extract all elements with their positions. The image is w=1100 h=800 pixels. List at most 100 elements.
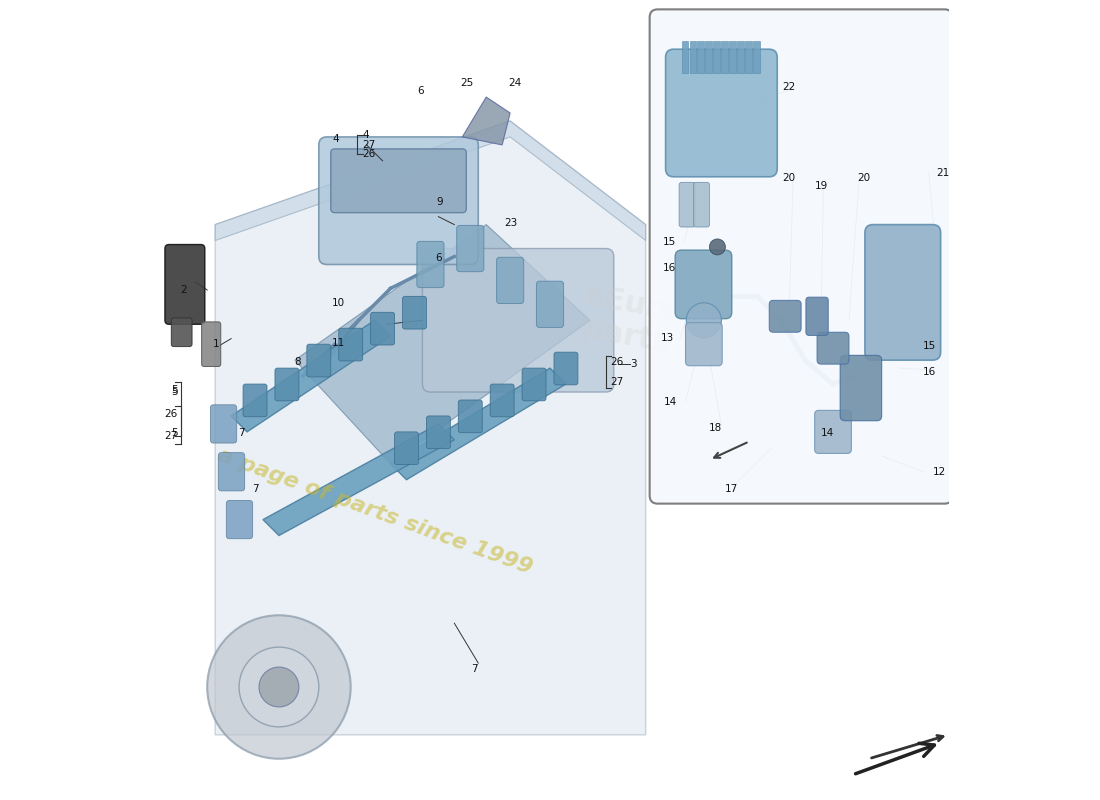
- Polygon shape: [216, 121, 646, 735]
- Text: 16: 16: [923, 367, 936, 377]
- Text: 20: 20: [857, 174, 870, 183]
- Text: 24: 24: [508, 78, 521, 88]
- Text: 3: 3: [629, 359, 636, 369]
- Text: 17: 17: [725, 484, 738, 494]
- Text: 20: 20: [782, 174, 795, 183]
- Text: 18: 18: [710, 423, 723, 433]
- FancyBboxPatch shape: [666, 50, 778, 177]
- Bar: [754, 42, 760, 73]
- Text: 27: 27: [164, 431, 178, 441]
- FancyBboxPatch shape: [371, 312, 395, 345]
- FancyBboxPatch shape: [806, 297, 828, 335]
- Text: 7: 7: [471, 665, 477, 674]
- Text: 15: 15: [923, 341, 936, 350]
- Bar: [697, 42, 704, 73]
- Text: 8: 8: [295, 357, 301, 366]
- FancyBboxPatch shape: [679, 182, 695, 227]
- Text: 27: 27: [609, 378, 623, 387]
- Text: 12: 12: [933, 466, 946, 477]
- Text: 1: 1: [212, 339, 219, 349]
- Bar: [714, 42, 719, 73]
- Polygon shape: [216, 121, 646, 241]
- Bar: [746, 42, 751, 73]
- Text: 15: 15: [662, 237, 676, 247]
- FancyBboxPatch shape: [319, 137, 478, 265]
- Text: 19: 19: [814, 182, 827, 191]
- Polygon shape: [295, 225, 590, 464]
- Polygon shape: [263, 424, 454, 535]
- Circle shape: [686, 302, 722, 338]
- Bar: [729, 42, 736, 73]
- Text: 5: 5: [172, 429, 178, 438]
- Bar: [690, 42, 696, 73]
- FancyBboxPatch shape: [456, 226, 484, 272]
- Text: 27: 27: [363, 140, 376, 150]
- Text: 4: 4: [332, 134, 339, 143]
- FancyBboxPatch shape: [275, 368, 299, 401]
- FancyBboxPatch shape: [210, 405, 236, 443]
- FancyBboxPatch shape: [227, 501, 253, 538]
- FancyBboxPatch shape: [339, 328, 363, 361]
- FancyBboxPatch shape: [840, 355, 881, 421]
- Text: 6: 6: [418, 86, 425, 96]
- FancyBboxPatch shape: [427, 416, 450, 449]
- FancyBboxPatch shape: [165, 245, 205, 324]
- Text: a page of parts since 1999: a page of parts since 1999: [214, 446, 535, 578]
- Text: 9: 9: [437, 198, 443, 207]
- Text: 16: 16: [662, 263, 676, 274]
- FancyBboxPatch shape: [769, 300, 801, 332]
- Text: 5: 5: [172, 387, 178, 397]
- FancyBboxPatch shape: [865, 225, 940, 360]
- Circle shape: [258, 667, 299, 707]
- Text: 23: 23: [505, 218, 518, 228]
- FancyBboxPatch shape: [675, 250, 732, 318]
- FancyBboxPatch shape: [201, 322, 221, 366]
- FancyBboxPatch shape: [459, 400, 482, 433]
- Text: 11: 11: [332, 338, 345, 347]
- Bar: [722, 42, 728, 73]
- FancyBboxPatch shape: [395, 432, 418, 465]
- Text: 21: 21: [937, 168, 950, 178]
- Circle shape: [207, 615, 351, 758]
- FancyBboxPatch shape: [307, 344, 331, 377]
- FancyBboxPatch shape: [422, 249, 614, 392]
- FancyBboxPatch shape: [650, 10, 953, 504]
- FancyBboxPatch shape: [243, 384, 267, 417]
- Text: 14: 14: [821, 429, 834, 438]
- Bar: [682, 42, 688, 73]
- FancyBboxPatch shape: [403, 296, 427, 329]
- FancyBboxPatch shape: [685, 322, 723, 366]
- Text: 7: 7: [239, 429, 245, 438]
- Text: eEuro
parts: eEuro parts: [575, 281, 684, 360]
- Text: 2: 2: [180, 285, 187, 295]
- FancyBboxPatch shape: [815, 410, 851, 454]
- Bar: [737, 42, 744, 73]
- FancyBboxPatch shape: [496, 258, 524, 303]
- Text: 7: 7: [252, 484, 258, 494]
- Text: 6: 6: [436, 253, 442, 263]
- Text: 22: 22: [782, 82, 795, 93]
- Text: 10: 10: [332, 298, 345, 308]
- Polygon shape: [231, 320, 390, 432]
- FancyBboxPatch shape: [554, 352, 578, 385]
- Text: 26: 26: [609, 357, 623, 366]
- Circle shape: [710, 239, 725, 255]
- FancyBboxPatch shape: [172, 318, 192, 346]
- FancyBboxPatch shape: [491, 384, 514, 417]
- Text: 4: 4: [363, 130, 370, 140]
- Text: 26: 26: [363, 150, 376, 159]
- FancyBboxPatch shape: [331, 149, 466, 213]
- FancyBboxPatch shape: [693, 182, 710, 227]
- Polygon shape: [390, 368, 565, 480]
- FancyBboxPatch shape: [417, 242, 444, 287]
- FancyBboxPatch shape: [817, 332, 849, 364]
- FancyBboxPatch shape: [537, 282, 563, 327]
- FancyBboxPatch shape: [219, 453, 244, 491]
- Text: 25: 25: [460, 78, 473, 88]
- FancyBboxPatch shape: [522, 368, 546, 401]
- Text: 14: 14: [664, 397, 678, 406]
- Text: 26: 26: [164, 409, 178, 418]
- Text: 5: 5: [172, 386, 178, 395]
- Bar: [705, 42, 712, 73]
- Circle shape: [239, 647, 319, 727]
